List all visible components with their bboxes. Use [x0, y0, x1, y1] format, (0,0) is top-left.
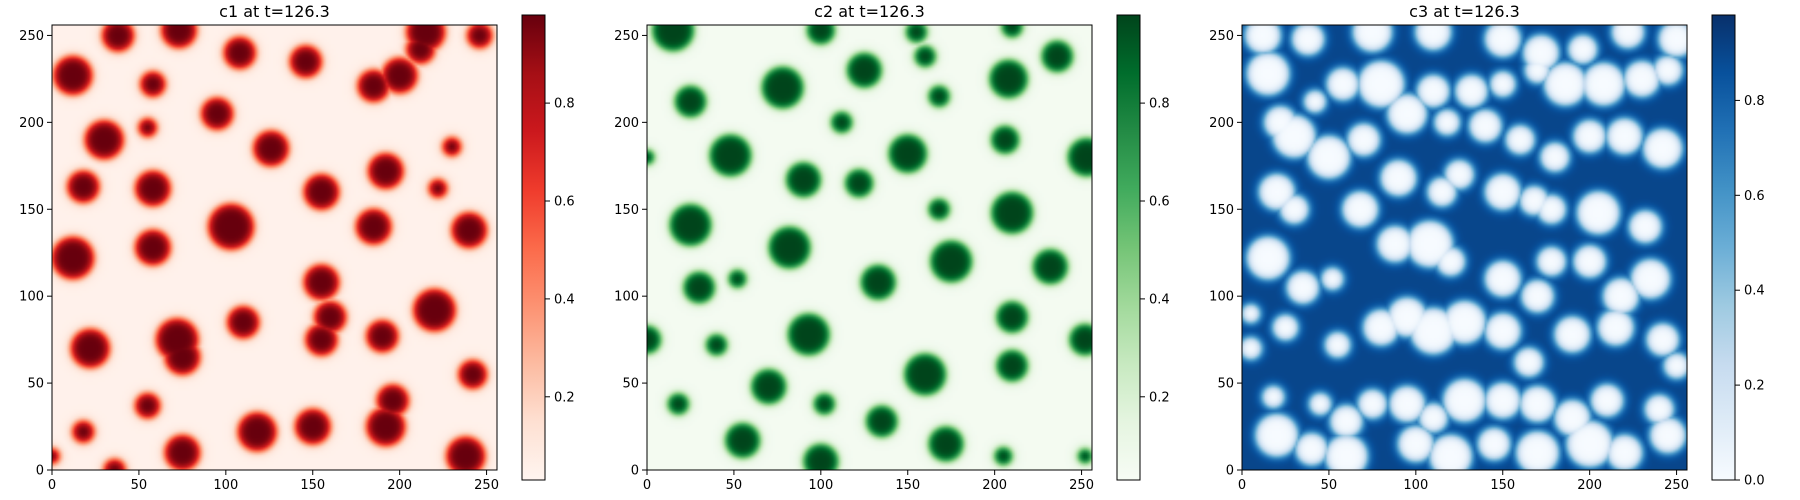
chart-title-c2: c2 at t=126.3 [814, 2, 925, 21]
y-tick-label-c3: 100 [1209, 290, 1234, 305]
x-axis-c1: 0 50 100 150 200 250 [48, 470, 499, 493]
chart-title-c3: c3 at t=126.3 [1409, 2, 1520, 21]
y-axis-c3: 0 50 100 150 200 250 [1209, 29, 1242, 479]
panel-c3: c3 at t=126.3 0 50 100 150 200 250 0 50 100 150 2… [1209, 2, 1765, 493]
y-tick-label-c1: 100 [19, 290, 44, 305]
y-tick-label-c2: 150 [614, 203, 639, 218]
plot-frame-c1 [51, 24, 498, 471]
x-tick-label-c3: 100 [1403, 478, 1428, 493]
x-tick-label-c1: 250 [474, 478, 499, 493]
plot-frame-c2 [646, 24, 1093, 471]
x-tick-label-c1: 200 [387, 478, 412, 493]
x-tick-label-c1: 50 [131, 478, 148, 493]
x-tick-label-c1: 0 [48, 478, 56, 493]
y-tick-label-c1: 150 [19, 203, 44, 218]
x-tick-label-c2: 50 [726, 478, 743, 493]
y-tick-label-c1: 0 [36, 464, 44, 479]
colorbar-tick-label-c3: 0.0 [1744, 474, 1765, 489]
y-tick-label-c2: 100 [614, 290, 639, 305]
colorbar-tick-label-c3: 0.6 [1744, 189, 1765, 204]
y-tick-label-c2: 0 [631, 464, 639, 479]
x-tick-label-c1: 100 [213, 478, 238, 493]
colorbar-tick-label-c2: 0.2 [1149, 390, 1170, 405]
x-tick-label-c2: 250 [1069, 478, 1094, 493]
colorbar-tick-label-c2: 0.4 [1149, 292, 1170, 307]
panel-c1: c1 at t=126.3 0 50 100 150 200 250 0 50 100 150 2… [19, 2, 575, 493]
colorbar-bar-c1 [521, 14, 546, 481]
heatmap-image-c1 [52, 25, 497, 470]
y-tick-label-c3: 150 [1209, 203, 1234, 218]
colorbar-tick-label-c1: 0.4 [554, 292, 575, 307]
y-axis-c2: 0 50 100 150 200 250 [614, 29, 647, 479]
y-tick-label-c1: 200 [19, 116, 44, 131]
colorbar-c2: 0.2 0.4 0.6 0.8 [1116, 14, 1170, 481]
y-axis-c1: 0 50 100 150 200 250 [19, 29, 52, 479]
colorbar-tick-label-c2: 0.8 [1149, 97, 1170, 112]
colorbar-tick-label-c3: 0.4 [1744, 284, 1765, 299]
y-tick-label-c3: 50 [1217, 377, 1234, 392]
chart-title-c1: c1 at t=126.3 [219, 2, 330, 21]
x-axis-c3: 0 50 100 150 200 250 [1238, 470, 1689, 493]
plot-frame-c3 [1241, 24, 1688, 471]
x-tick-label-c2: 0 [643, 478, 651, 493]
y-tick-label-c2: 200 [614, 116, 639, 131]
x-axis-c2: 0 50 100 150 200 250 [643, 470, 1094, 493]
x-tick-label-c3: 150 [1490, 478, 1515, 493]
x-tick-label-c2: 150 [895, 478, 920, 493]
colorbar-tick-label-c1: 0.2 [554, 390, 575, 405]
y-tick-label-c1: 50 [27, 377, 44, 392]
x-tick-label-c1: 150 [300, 478, 325, 493]
colorbar-bar-c3 [1711, 14, 1736, 481]
x-tick-label-c2: 100 [808, 478, 833, 493]
heatmap-image-c2 [647, 25, 1092, 470]
colorbar-tick-label-c1: 0.8 [554, 97, 575, 112]
colorbar-tick-label-c3: 0.8 [1744, 94, 1765, 109]
x-tick-label-c3: 50 [1321, 478, 1338, 493]
heatmap-image-c3 [1242, 25, 1687, 470]
y-tick-label-c3: 200 [1209, 116, 1234, 131]
x-tick-label-c3: 0 [1238, 478, 1246, 493]
colorbar-tick-label-c1: 0.6 [554, 195, 575, 210]
y-tick-label-c2: 50 [622, 377, 639, 392]
y-tick-label-c3: 250 [1209, 29, 1234, 44]
x-tick-label-c2: 200 [982, 478, 1007, 493]
colorbar-tick-label-c2: 0.6 [1149, 195, 1170, 210]
colorbar-bar-c2 [1116, 14, 1141, 481]
colorbar-c3: 0.0 0.2 0.4 0.6 0.8 [1711, 14, 1765, 489]
x-tick-label-c3: 250 [1664, 478, 1689, 493]
colorbar-tick-label-c3: 0.2 [1744, 379, 1765, 394]
y-tick-label-c2: 250 [614, 29, 639, 44]
x-tick-label-c3: 200 [1577, 478, 1602, 493]
y-tick-label-c1: 250 [19, 29, 44, 44]
y-tick-label-c3: 0 [1226, 464, 1234, 479]
colorbar-c1: 0.2 0.4 0.6 0.8 [521, 14, 575, 481]
panel-c2: c2 at t=126.3 0 50 100 150 200 250 0 50 100 150 2… [614, 2, 1170, 493]
